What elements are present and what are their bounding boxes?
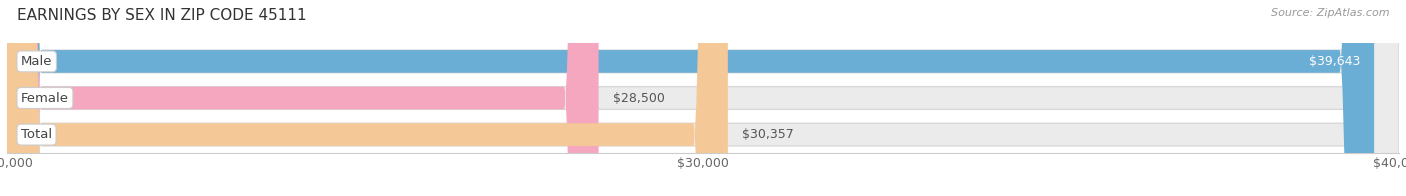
FancyBboxPatch shape: [7, 0, 1399, 196]
Text: EARNINGS BY SEX IN ZIP CODE 45111: EARNINGS BY SEX IN ZIP CODE 45111: [17, 8, 307, 23]
Text: $39,643: $39,643: [1309, 55, 1360, 68]
FancyBboxPatch shape: [7, 0, 599, 196]
FancyBboxPatch shape: [7, 0, 1399, 196]
Text: Male: Male: [21, 55, 52, 68]
FancyBboxPatch shape: [7, 0, 728, 196]
Text: $28,500: $28,500: [613, 92, 665, 104]
Text: Source: ZipAtlas.com: Source: ZipAtlas.com: [1271, 8, 1389, 18]
Text: Female: Female: [21, 92, 69, 104]
FancyBboxPatch shape: [7, 0, 1399, 196]
Text: Total: Total: [21, 128, 52, 141]
Text: $30,357: $30,357: [742, 128, 793, 141]
FancyBboxPatch shape: [7, 0, 1374, 196]
